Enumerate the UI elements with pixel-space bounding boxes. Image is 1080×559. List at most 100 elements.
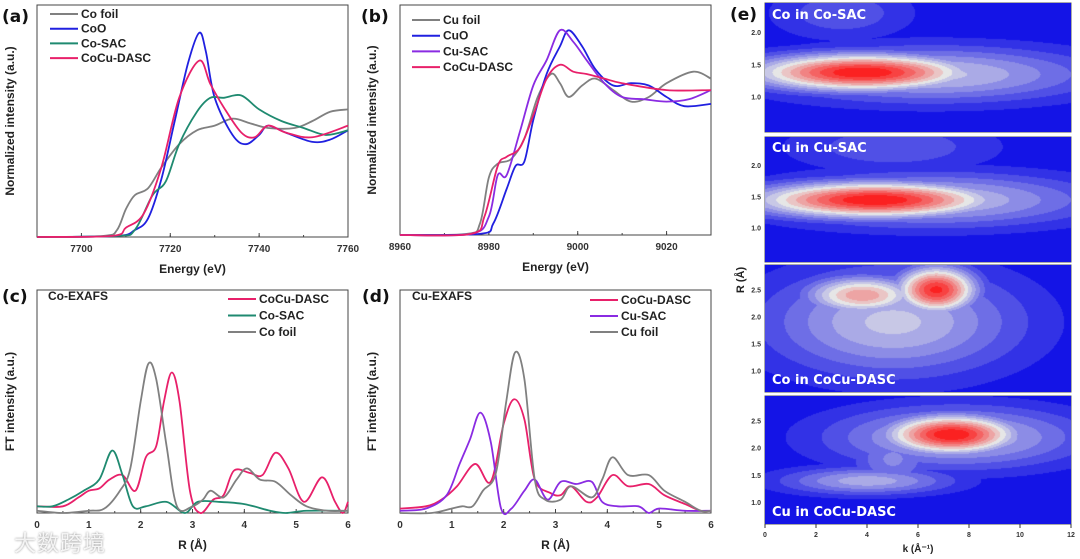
panel-label-d: (d): [362, 287, 390, 307]
x-tick-label-c: 5: [293, 520, 299, 531]
x-tick-label-d: 5: [656, 520, 662, 531]
panel-label-a: (a): [2, 7, 29, 27]
x-tick-label-c: 3: [190, 520, 196, 531]
legend-label-a-co-sac: Co-SAC: [81, 36, 127, 50]
legend-label-d-cocu-dasc: CoCu-DASC: [621, 293, 691, 307]
legend-label-a-co-foil: Co foil: [81, 7, 118, 21]
series-line-c-co-foil: [36, 361, 349, 514]
x-tick-label-a: 7760: [337, 244, 360, 255]
x-tick-label-b: 9020: [655, 242, 678, 253]
wavelet-title-cu-in-cu-sac: Cu in Cu-SAC: [772, 141, 867, 156]
annotation-c: Co-EXAFS: [48, 289, 108, 303]
wavelet-y-tick-label-3: 1.0: [751, 500, 761, 507]
wavelet-y-tick-label-2: 2.5: [751, 287, 761, 294]
series-line-b-cuo: [399, 29, 712, 236]
x-tick-label-b: 8980: [478, 242, 501, 253]
y-axis-label-a: Normalized intensity (a.u.): [3, 46, 17, 195]
series-line-c-cocu-dasc: [36, 371, 349, 514]
x-tick-label-c: 0: [34, 520, 40, 531]
x-tick-label-c: 2: [138, 520, 144, 531]
x-tick-label-d: 3: [553, 520, 559, 531]
annotation-d: Cu-EXAFS: [412, 289, 472, 303]
x-axis-label-c: R (Å): [178, 537, 207, 552]
wavelet-title-co-in-co-sac: Co in Co-SAC: [772, 8, 867, 23]
series-line-b-cu-sac: [399, 28, 712, 237]
wavelet-title-cu-in-cocu-dasc: Cu in CoCu-DASC: [772, 505, 896, 520]
x-axis-label-a: Energy (eV): [159, 262, 226, 276]
panel-label-c: (c): [2, 287, 28, 307]
series-line-a-co-sac: [36, 94, 349, 238]
legend-label-c-co-foil: Co foil: [259, 325, 296, 339]
wavelet-y-tick-label-0: 1.0: [751, 95, 761, 102]
x-tick-label-a: 7700: [70, 244, 93, 255]
wavelet-y-tick-label-1: 1.0: [751, 226, 761, 233]
wavelet-x-axis-label: k (Å⁻¹): [903, 542, 934, 555]
wavelet-x-tick-label: 0: [763, 532, 767, 539]
legend-label-a-cocu-dasc: CoCu-DASC: [81, 51, 151, 65]
legend-label-d-cu-sac: Cu-SAC: [621, 309, 667, 323]
x-tick-label-d: 6: [708, 520, 714, 531]
series-line-b-cu-foil: [399, 70, 712, 236]
series-line-d-cocu-dasc: [399, 398, 712, 513]
wavelet-y-tick-label-3: 2.0: [751, 446, 761, 453]
wavelet-x-tick-label: 8: [967, 532, 971, 539]
x-tick-label-d: 2: [501, 520, 507, 531]
x-tick-label-a: 7740: [248, 244, 271, 255]
wavelet-y-axis-label: R (Å): [734, 267, 747, 294]
legend-label-c-co-sac: Co-SAC: [259, 309, 305, 323]
series-line-a-co-foil: [36, 108, 349, 238]
panel-label-b: (b): [361, 7, 389, 27]
wavelet-x-tick-label: 12: [1067, 532, 1075, 539]
legend-label-b-cocu-dasc: CoCu-DASC: [443, 60, 513, 74]
legend-label-d-cu-foil: Cu foil: [621, 325, 658, 339]
x-tick-label-d: 4: [605, 520, 611, 531]
wavelet-heatmap-cu-in-cocu-dasc: [765, 396, 1071, 524]
legend-label-b-cuo: CuO: [443, 29, 468, 43]
series-line-d-cu-foil: [399, 350, 712, 515]
plot-frame-b: [399, 4, 712, 236]
watermark: 大数跨境: [14, 532, 107, 557]
wavelet-y-tick-label-0: 2.0: [751, 30, 761, 37]
wavelet-x-tick-label: 10: [1016, 532, 1024, 539]
wavelet-x-tick-label: 4: [865, 532, 869, 539]
x-tick-label-a: 7720: [159, 244, 182, 255]
x-tick-label-d: 1: [449, 520, 455, 531]
wavelet-y-tick-label-1: 2.0: [751, 163, 761, 170]
x-axis-label-d: R (Å): [541, 537, 570, 552]
x-axis-label-b: Energy (eV): [522, 260, 589, 274]
legend-label-c-cocu-dasc: CoCu-DASC: [259, 292, 329, 306]
wavelet-heatmap-cu-in-cu-sac: [765, 137, 1071, 262]
legend-label-a-coo: CoO: [81, 22, 106, 36]
series-line-a-cocu-dasc: [36, 59, 349, 238]
x-tick-label-c: 1: [86, 520, 92, 531]
wavelet-heatmap-co-in-cocu-dasc: [765, 265, 1071, 392]
wavelet-y-tick-label-3: 2.5: [751, 419, 761, 426]
y-axis-label-d: FT intensity (a.u.): [365, 352, 379, 451]
x-tick-label-b: 8960: [389, 242, 412, 253]
series-line-b-cocu-dasc: [399, 63, 712, 237]
legend-label-b-cu-sac: Cu-SAC: [443, 44, 489, 58]
series-line-c-co-sac: [36, 449, 349, 514]
wavelet-y-tick-label-2: 2.0: [751, 314, 761, 321]
wavelet-x-tick-label: 2: [814, 532, 818, 539]
wavelet-y-tick-label-2: 1.0: [751, 368, 761, 375]
x-tick-label-d: 0: [397, 520, 403, 531]
x-tick-label-b: 9000: [567, 242, 590, 253]
wavelet-y-tick-label-0: 1.5: [751, 62, 761, 69]
wavelet-title-co-in-cocu-dasc: Co in CoCu-DASC: [772, 373, 896, 388]
y-axis-label-b: Normalized intensity (a.u.): [365, 45, 379, 194]
wavelet-y-tick-label-3: 1.5: [751, 473, 761, 480]
wavelet-y-tick-label-1: 1.5: [751, 194, 761, 201]
plot-frame-a: [36, 4, 349, 238]
wavelet-heatmap-co-in-co-sac: [765, 3, 1071, 132]
wavelet-y-tick-label-2: 1.5: [751, 341, 761, 348]
x-tick-label-c: 6: [345, 520, 351, 531]
legend-label-b-cu-foil: Cu foil: [443, 13, 480, 27]
x-tick-label-c: 4: [242, 520, 248, 531]
plot-frame-c: [36, 289, 349, 514]
y-axis-label-c: FT intensity (a.u.): [3, 352, 17, 451]
plot-frame-d: [399, 289, 712, 514]
panel-label-e: (e): [730, 5, 757, 25]
series-line-d-cu-sac: [399, 411, 712, 516]
